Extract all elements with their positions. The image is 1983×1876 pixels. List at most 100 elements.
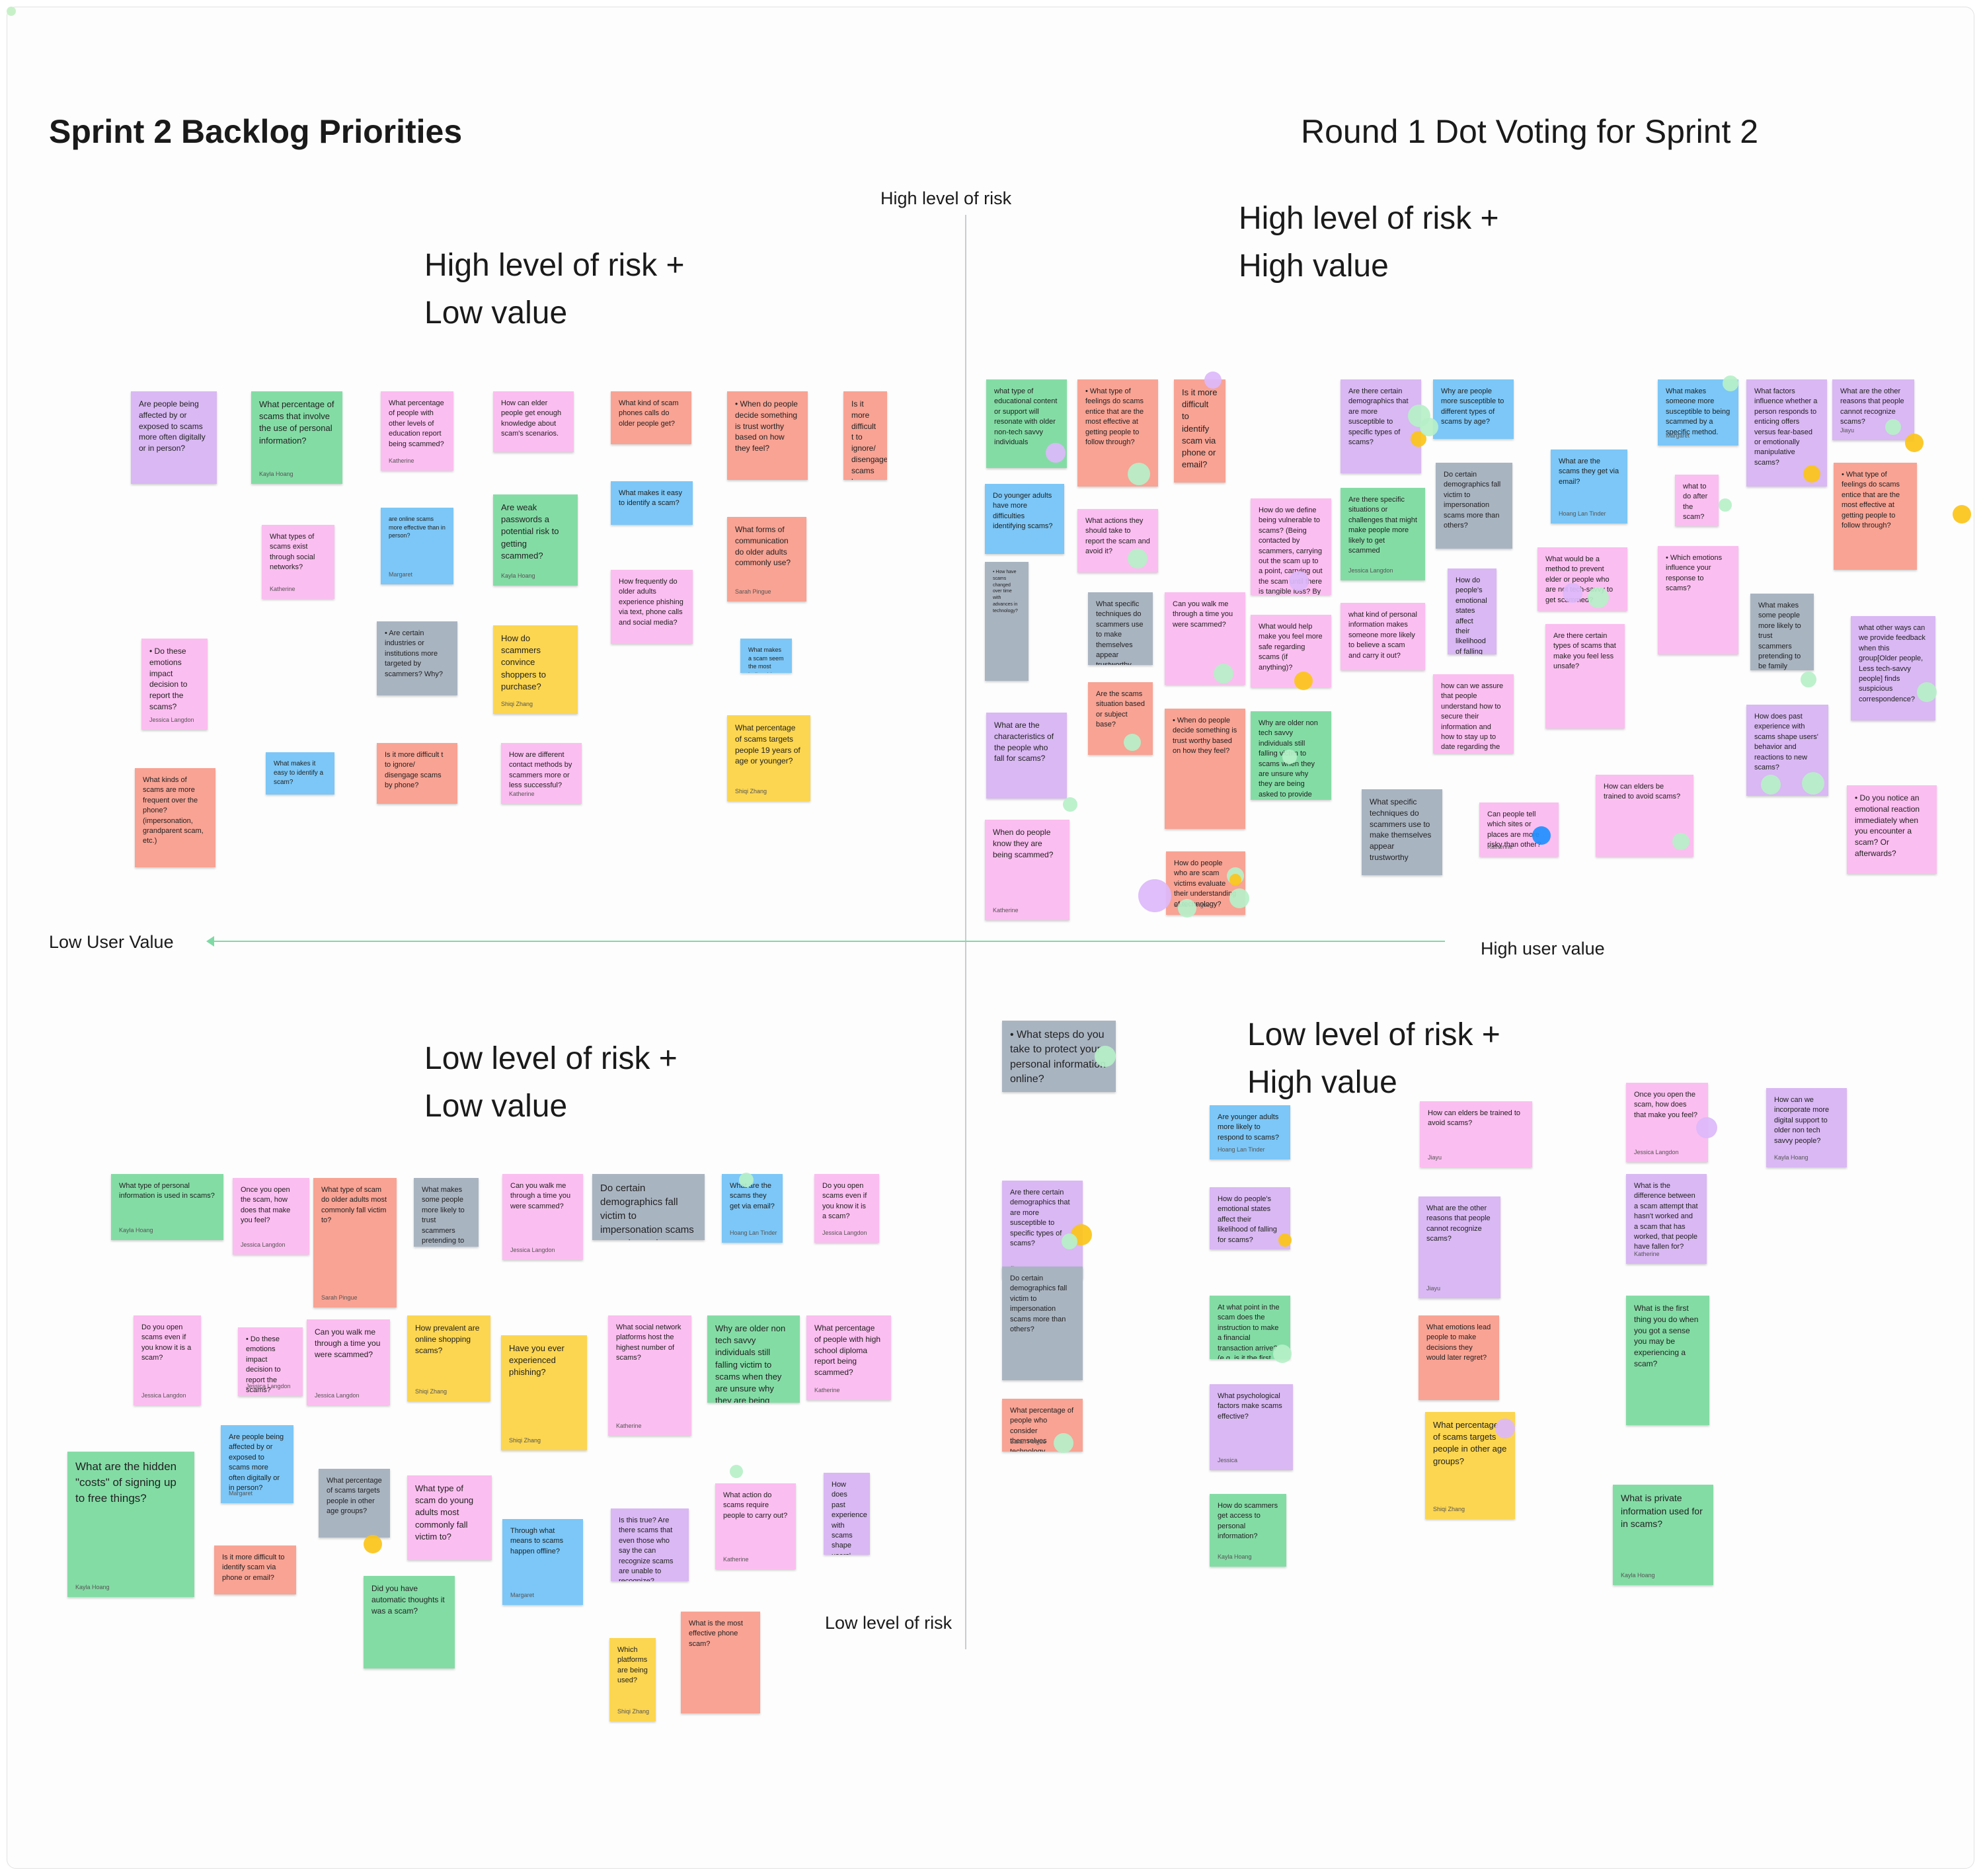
sticky-note[interactable]: • What type of feelings do scams entice … [1834,463,1917,570]
sticky-note[interactable]: Are people being affected by or exposed … [221,1425,293,1503]
sticky-note[interactable]: What makes it easy to identify a scam? [266,752,334,795]
vote-dot[interactable] [1803,465,1820,483]
sticky-note[interactable]: What are the scams they get via email? Ho… [1551,449,1627,524]
sticky-note[interactable]: What makes it easy to identify a scam? [611,481,693,525]
vote-dot[interactable] [364,1535,382,1553]
sticky-note[interactable]: Can you walk me through a time you were … [502,1174,583,1260]
vote-dot[interactable] [1905,434,1924,452]
sticky-note[interactable]: How do people's emotional states affect … [1210,1187,1290,1249]
vote-dot[interactable] [1138,879,1171,912]
sticky-note[interactable]: Do certain demographics fall victim to i… [1436,463,1512,549]
vote-dot[interactable] [1229,888,1249,908]
sticky-note[interactable]: Which platforms are being used? Shiqi Zha… [609,1638,656,1721]
sticky-note[interactable]: What social network platforms host the h… [608,1315,691,1436]
sticky-note[interactable]: What type of scam do older adults most c… [313,1178,397,1308]
sticky-note[interactable]: what other ways can we provide feedback … [1851,616,1935,721]
sticky-note[interactable]: Once you open the scam, how does that ma… [233,1178,309,1255]
sticky-note[interactable]: How prevalent are online shopping scams?… [407,1315,490,1401]
sticky-note[interactable]: What makes a scam seem the most believab… [740,639,792,673]
sticky-note[interactable]: what to do after the scam? [1675,475,1719,526]
sticky-note[interactable]: Are there certain demographics that are … [1341,379,1421,473]
sticky-note[interactable]: Is it more difficult t to ignore/ diseng… [843,391,887,480]
sticky-note[interactable]: How do people's emotional states affect … [1448,568,1497,654]
sticky-note[interactable]: Once you open the scam, how does that ma… [1626,1083,1708,1162]
sticky-note[interactable]: What makes someone more susceptible to b… [1658,379,1738,446]
sticky-note[interactable]: How are different contact methods by sca… [501,743,582,804]
sticky-note[interactable]: What type of scam do young adults most c… [407,1475,492,1560]
vote-dot[interactable] [739,1173,754,1187]
vote-dot[interactable] [1672,833,1690,850]
sticky-note[interactable]: What specific techniques do scammers use… [1088,592,1153,665]
vote-dot[interactable] [1204,371,1222,389]
sticky-note[interactable]: Do certain demographics fall victim to i… [592,1174,705,1240]
vote-dot[interactable] [1802,772,1824,795]
vote-dot[interactable] [1289,571,1309,591]
sticky-note[interactable]: Are younger adults more likely to respon… [1210,1105,1290,1159]
sticky-note[interactable]: What makes some people more likely to tr… [414,1178,479,1247]
sticky-note[interactable]: What percentage of scams targets people … [319,1469,390,1538]
vote-dot[interactable] [1420,418,1438,436]
vote-dot[interactable] [1719,498,1732,512]
vote-dot[interactable] [1095,1046,1116,1067]
sticky-note[interactable]: What are the scams they get via email? Ho… [722,1174,783,1243]
vote-dot[interactable] [1917,682,1937,702]
sticky-note[interactable]: Are weak passwords a potential risk to g… [493,494,578,586]
sticky-note[interactable]: What is the difference between a scam at… [1626,1174,1707,1264]
sticky-note[interactable]: • Do you notice an emotional reaction im… [1847,785,1937,874]
sticky-note[interactable]: what type of educational content or supp… [986,379,1067,468]
sticky-note[interactable]: What percentage of people with other lev… [381,391,453,471]
vote-dot[interactable] [1563,583,1582,603]
vote-dot[interactable] [1696,1117,1717,1138]
sticky-note[interactable]: How can elder people get enough knowledg… [493,391,574,452]
sticky-note[interactable]: • When do people decide something is tru… [1165,709,1245,829]
sticky-note[interactable]: • How have scams changed over time with … [985,562,1029,681]
vote-dot[interactable] [1214,664,1233,684]
sticky-note[interactable]: Are there specific situations or challen… [1341,488,1425,580]
vote-dot[interactable] [1062,1233,1077,1249]
vote-dot[interactable] [1588,587,1609,608]
sticky-note[interactable]: Are there certain types of scams that ma… [1545,624,1625,728]
vote-dot[interactable] [1063,797,1077,812]
sticky-note[interactable]: What specific techniques do scammers use… [1362,789,1442,875]
sticky-note[interactable]: Do younger adults have more difficulties… [985,484,1064,554]
vote-dot[interactable] [1128,463,1150,485]
sticky-note[interactable]: Can people tell which sites or places ar… [1479,802,1559,857]
vote-dot[interactable] [1495,1419,1515,1438]
sticky-note[interactable]: How do scammers convince shoppers to pur… [493,625,578,714]
sticky-note[interactable]: Do certain demographics fall victim to i… [1002,1267,1083,1380]
sticky-note[interactable]: What actions they should take to report … [1077,509,1158,572]
sticky-note[interactable]: What would be a method to prevent elder … [1537,547,1627,611]
sticky-note[interactable]: Why are older non tech savvy individuals… [707,1315,800,1403]
sticky-note[interactable]: Have you ever experienced phishing? Shiqi… [501,1335,587,1450]
sticky-note[interactable]: What are the hidden "costs" of signing u… [67,1452,194,1597]
sticky-note[interactable]: What action do scams require people to c… [715,1483,796,1569]
sticky-note[interactable]: Is it more difficult t to ignore/ diseng… [377,743,457,804]
vote-dot[interactable] [1953,505,1971,524]
vote-dot[interactable] [730,1465,743,1478]
vote-dot[interactable] [1046,443,1066,463]
sticky-note[interactable]: Can you walk me through a time you were … [307,1319,390,1405]
vote-dot[interactable] [1294,672,1313,690]
sticky-note[interactable]: Are there certain demographics that are … [1002,1181,1083,1278]
sticky-note[interactable]: What would help make you feel more safe … [1251,615,1331,687]
sticky-note[interactable]: • When do people decide something is tru… [727,391,808,480]
sticky-note[interactable]: What kinds of scams are more frequent ov… [135,768,215,867]
sticky-note[interactable]: how can we assure that people understand… [1433,674,1514,754]
sticky-note[interactable]: What makes some people more likely to tr… [1750,594,1814,670]
sticky-note[interactable]: Do you open scams even if you know it is… [134,1315,201,1405]
sticky-note[interactable]: are online scams more effective than in … [381,508,453,584]
sticky-note[interactable]: How does past experience with scams shap… [824,1473,870,1555]
sticky-note[interactable]: Did you have automatic thoughts it was a… [364,1576,455,1668]
vote-dot[interactable] [1128,549,1147,568]
sticky-note[interactable]: What is private information used for in … [1613,1485,1713,1585]
sticky-note[interactable]: Why are people more susceptible to diffe… [1433,379,1514,439]
sticky-note[interactable]: What is the first thing you do when you … [1626,1296,1709,1425]
vote-dot[interactable] [1054,1433,1073,1453]
sticky-note[interactable]: Is it more difficult to identify scam vi… [214,1545,296,1594]
vote-dot[interactable] [1178,899,1196,918]
sticky-note[interactable]: • Do these emotions impact decision to r… [238,1327,303,1396]
sticky-note[interactable]: How can elders be trained to avoid scams… [1420,1101,1532,1167]
vote-dot[interactable] [1282,750,1297,764]
vote-dot[interactable] [1124,734,1141,751]
sticky-note[interactable]: What are the characteristics of the peop… [986,713,1067,799]
